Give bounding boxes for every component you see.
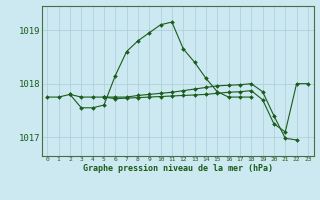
- X-axis label: Graphe pression niveau de la mer (hPa): Graphe pression niveau de la mer (hPa): [83, 164, 273, 173]
